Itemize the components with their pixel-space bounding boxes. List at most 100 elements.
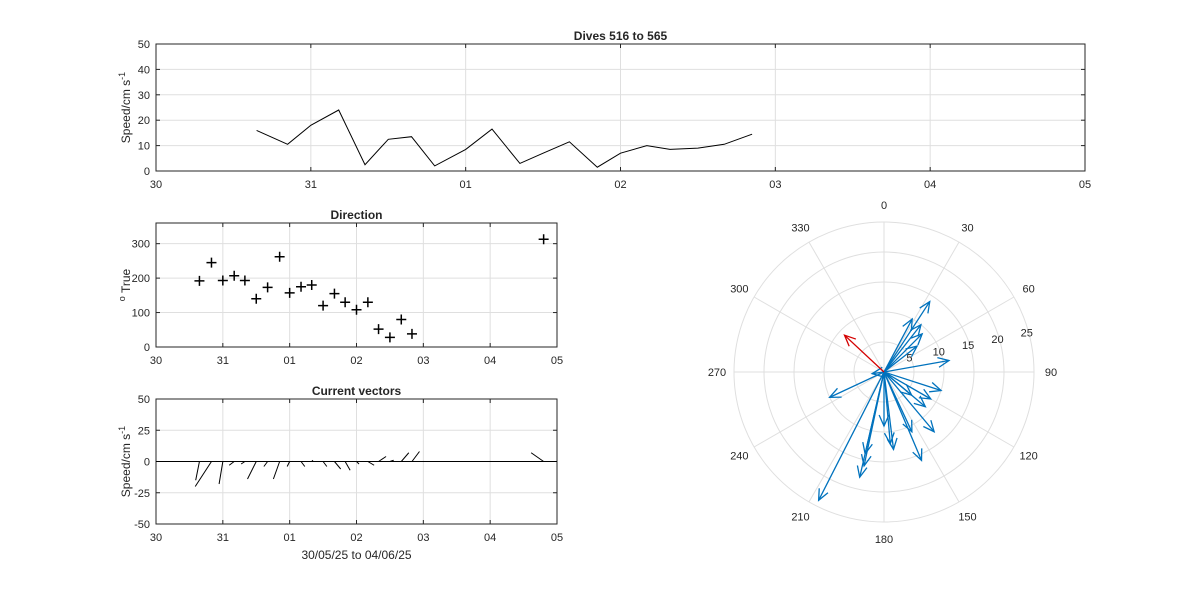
y-tick-label: -25 — [134, 488, 150, 500]
arrow-head — [856, 465, 868, 479]
x-tick-label: 04 — [924, 179, 936, 191]
current-vector — [194, 461, 212, 487]
y-tick-label: -50 — [134, 519, 150, 531]
y-tick-label: 100 — [132, 308, 150, 320]
y-tick-label: 0 — [144, 457, 150, 469]
polar-radius-label: 25 — [1021, 328, 1033, 340]
arrow-head — [913, 395, 927, 408]
polar-angle-label: 150 — [958, 512, 976, 524]
polar-radius-label: 10 — [933, 346, 945, 358]
chart-title: Direction — [330, 208, 382, 222]
current-arrow — [843, 334, 885, 373]
chart-2: 30 31 01 02 03 04 05 -50 -25 0 25 50 Current vectors… — [117, 384, 563, 562]
arrow-head — [902, 317, 913, 332]
x-tick-label: 31 — [217, 532, 229, 544]
direction-point — [206, 257, 217, 268]
arrow-shaft — [883, 333, 923, 373]
y-tick-label: 30 — [138, 90, 150, 102]
direction-point — [306, 280, 317, 290]
polar-angle-label: 330 — [791, 222, 809, 234]
current-vector — [263, 461, 269, 467]
polar-angle-label: 300 — [730, 284, 748, 296]
direction-point — [296, 281, 307, 292]
x-tick-label: 30 — [150, 355, 162, 367]
direction-point — [329, 288, 340, 299]
y-tick-label: 0 — [144, 166, 150, 178]
y-axis-label-superscript: -1 — [117, 426, 127, 434]
polar-angle-label: 0 — [881, 200, 887, 212]
polar-angle-label: 240 — [730, 451, 748, 463]
direction-point — [396, 314, 407, 325]
current-arrow — [883, 332, 924, 373]
current-arrow — [883, 356, 951, 373]
polar-angle-label: 30 — [961, 222, 973, 234]
current-arrow — [870, 366, 885, 378]
arrow-head — [878, 414, 890, 428]
polar-spoke — [883, 371, 960, 503]
arrow-shaft — [829, 371, 885, 398]
current-vector — [389, 459, 394, 462]
y-tick-label: 25 — [138, 425, 150, 437]
polar-spoke — [808, 371, 885, 503]
current-vector — [300, 461, 306, 467]
x-tick-label: 01 — [460, 179, 472, 191]
x-tick-label: 02 — [614, 179, 626, 191]
current-vector — [311, 459, 314, 462]
arrow-shaft — [883, 371, 891, 444]
current-vector — [530, 452, 544, 462]
y-tick-label: 0 — [144, 342, 150, 354]
y-axis-label-text: Speed/cm s — [119, 80, 133, 143]
direction-point — [384, 332, 395, 343]
x-tick-label: 31 — [217, 355, 229, 367]
arrow-shaft — [883, 324, 922, 373]
arrow-head — [870, 366, 884, 378]
direction-point — [406, 328, 417, 339]
polar-angle-label: 270 — [708, 367, 726, 379]
x-tick-label: 05 — [1079, 179, 1091, 191]
arrow-head — [843, 334, 857, 347]
x-axis-label: 30/05/25 to 04/06/25 — [301, 548, 411, 562]
current-vector — [286, 461, 291, 467]
arrow-head — [923, 420, 936, 433]
current-vector — [322, 461, 328, 467]
y-tick-label: 40 — [138, 64, 150, 76]
direction-point — [229, 270, 240, 281]
arrow-shaft — [818, 371, 885, 501]
y-axis-label-superscript: -1 — [117, 72, 127, 80]
arrow-shaft — [883, 371, 913, 433]
arrow-head — [937, 356, 951, 368]
arrow-head — [918, 388, 933, 400]
current-arrow — [883, 371, 895, 446]
current-vector — [218, 461, 224, 485]
y-axis-label: o True — [117, 269, 133, 302]
x-tick-label: 01 — [284, 355, 296, 367]
current-arrow — [862, 371, 885, 456]
current-vector — [228, 461, 235, 466]
current-vector — [334, 461, 342, 470]
arrow-head — [899, 384, 913, 397]
current-vector — [400, 452, 410, 462]
polar-spoke — [753, 371, 885, 448]
chart-0: 30 31 01 02 03 04 05 0 10 20 30 40 50 Dives 516 to 56… — [117, 29, 1091, 191]
polar-angle-label: 60 — [1023, 284, 1035, 296]
direction-point — [217, 275, 228, 286]
current-vector — [344, 461, 351, 471]
x-tick-label: 03 — [417, 532, 429, 544]
x-tick-label: 03 — [417, 355, 429, 367]
arrow-head — [929, 382, 943, 393]
polar-angle-label: 210 — [791, 512, 809, 524]
direction-point — [262, 282, 273, 293]
polar-angle-label: 120 — [1019, 451, 1037, 463]
arrow-shaft — [883, 345, 918, 373]
x-tick-label: 31 — [305, 179, 317, 191]
arrow-head — [910, 323, 922, 337]
polar-chart: 0 30 60 90 120 150 180 210 240 270 300 330 5 10 15 20 25 — [708, 200, 1057, 546]
current-arrow — [883, 371, 913, 434]
current-vector — [411, 451, 420, 462]
current-arrow — [883, 371, 936, 433]
direction-point — [318, 300, 329, 311]
y-tick-label: 20 — [138, 115, 150, 127]
direction-point — [284, 287, 295, 298]
chart-title: Current vectors — [312, 384, 402, 398]
x-tick-label: 02 — [350, 355, 362, 367]
